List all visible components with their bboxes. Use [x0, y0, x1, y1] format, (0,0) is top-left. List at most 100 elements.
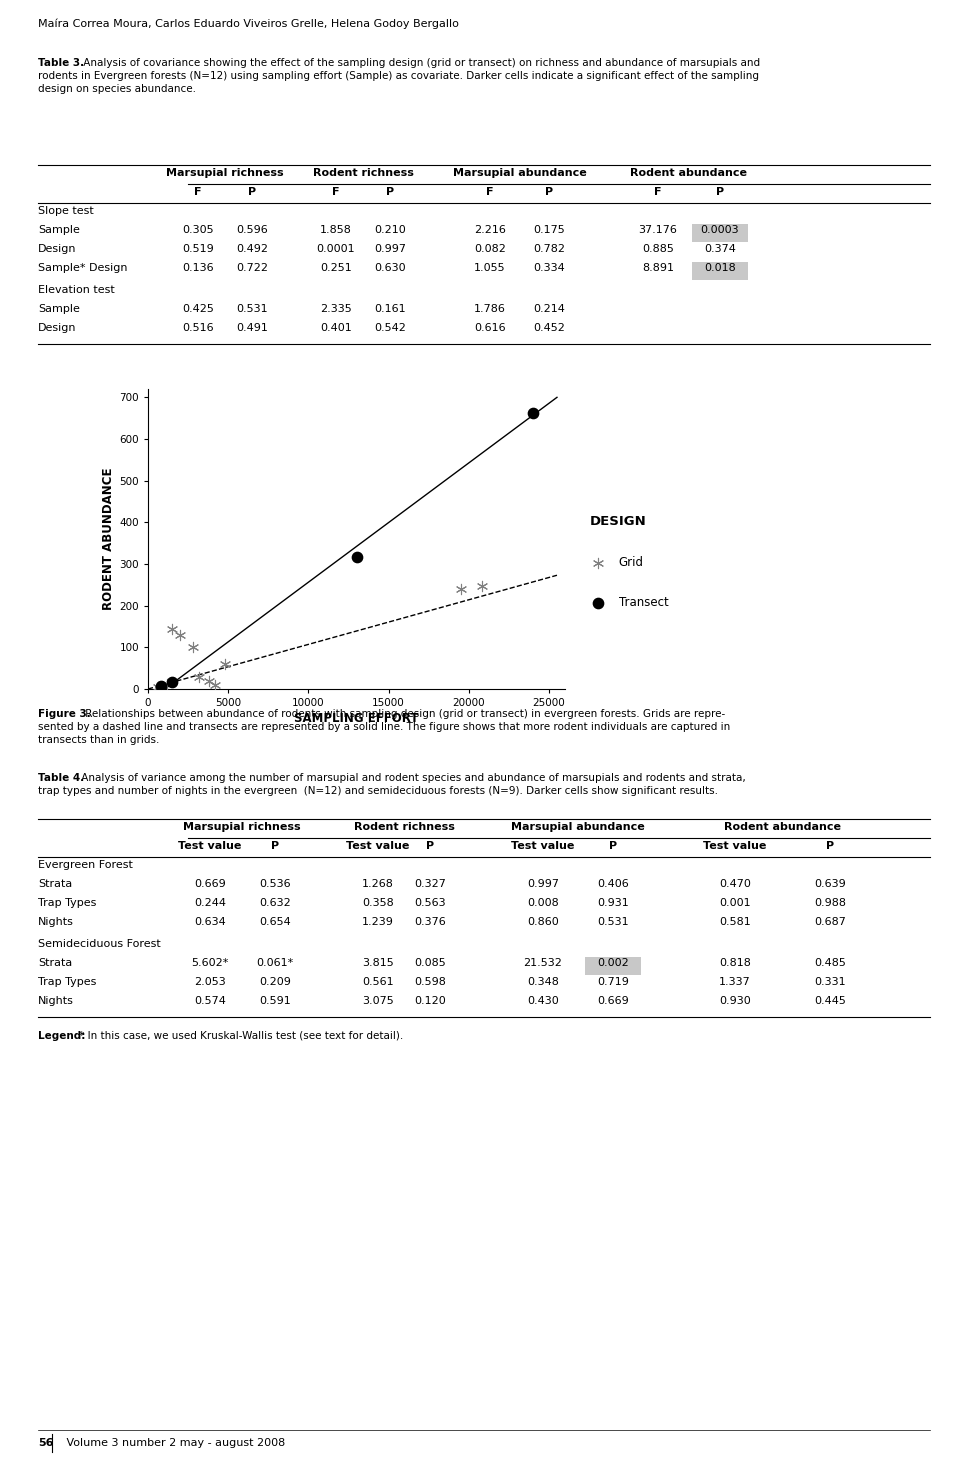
Text: 0.516: 0.516	[182, 323, 214, 333]
Text: 0.001: 0.001	[719, 898, 751, 908]
Text: transects than in grids.: transects than in grids.	[38, 736, 159, 744]
Text: Volume 3 number 2 may - august 2008: Volume 3 number 2 may - august 2008	[56, 1439, 285, 1447]
Text: 0.632: 0.632	[259, 898, 291, 908]
Text: 0.430: 0.430	[527, 996, 559, 1005]
Text: P: P	[248, 187, 256, 198]
Text: 3.075: 3.075	[362, 996, 394, 1005]
Text: P: P	[545, 187, 553, 198]
Text: Trap Types: Trap Types	[38, 977, 96, 988]
Text: 0.358: 0.358	[362, 898, 394, 908]
Text: DESIGN: DESIGN	[590, 514, 647, 528]
Point	[590, 551, 606, 575]
Text: design on species abundance.: design on species abundance.	[38, 84, 196, 94]
Text: 0.630: 0.630	[374, 262, 406, 273]
Text: 1.858: 1.858	[320, 226, 352, 234]
Text: * In this case, we used Kruskal-Wallis test (see text for detail).: * In this case, we used Kruskal-Wallis t…	[76, 1030, 403, 1041]
Text: F: F	[487, 187, 493, 198]
Text: Elevation test: Elevation test	[38, 284, 115, 295]
Text: 0.634: 0.634	[194, 917, 226, 927]
Text: F: F	[194, 187, 202, 198]
Text: 0.175: 0.175	[533, 226, 564, 234]
Text: Legend:: Legend:	[38, 1030, 85, 1041]
Text: Strata: Strata	[38, 879, 72, 889]
Text: Analysis of covariance showing the effect of the sampling design (grid or transe: Analysis of covariance showing the effec…	[80, 57, 760, 68]
Text: Design: Design	[38, 245, 77, 254]
Text: P: P	[826, 842, 834, 850]
Point	[192, 665, 207, 688]
Text: 0.305: 0.305	[182, 226, 214, 234]
Text: 0.002: 0.002	[597, 958, 629, 968]
FancyBboxPatch shape	[585, 957, 641, 974]
Text: 0.988: 0.988	[814, 898, 846, 908]
Text: Nights: Nights	[38, 996, 74, 1005]
Text: 0.591: 0.591	[259, 996, 291, 1005]
Text: Test value: Test value	[179, 842, 242, 850]
Text: 0.596: 0.596	[236, 226, 268, 234]
Text: Relationships between abundance of rodents with sampling design (grid or transec: Relationships between abundance of roden…	[82, 709, 725, 719]
FancyBboxPatch shape	[692, 262, 748, 280]
Text: Semideciduous Forest: Semideciduous Forest	[38, 939, 160, 949]
Text: 0.536: 0.536	[259, 879, 291, 889]
Text: 0.374: 0.374	[704, 245, 736, 254]
Text: Table 4.: Table 4.	[38, 772, 84, 783]
Text: 0.376: 0.376	[414, 917, 445, 927]
Text: Evergreen Forest: Evergreen Forest	[38, 859, 132, 870]
Text: Test value: Test value	[704, 842, 767, 850]
Text: P: P	[609, 842, 617, 850]
Text: 0.860: 0.860	[527, 917, 559, 927]
Text: 8.891: 8.891	[642, 262, 674, 273]
Text: 0.719: 0.719	[597, 977, 629, 988]
Text: 0.334: 0.334	[533, 262, 564, 273]
Point	[154, 674, 169, 697]
Text: 0.0001: 0.0001	[317, 245, 355, 254]
Text: 0.161: 0.161	[374, 304, 406, 314]
Text: Transect: Transect	[619, 595, 668, 609]
Text: 3.815: 3.815	[362, 958, 394, 968]
Text: Trap Types: Trap Types	[38, 898, 96, 908]
Point	[164, 669, 180, 693]
Text: trap types and number of nights in the evergreen  (N=12) and semideciduous fores: trap types and number of nights in the e…	[38, 786, 718, 796]
Text: 0.251: 0.251	[320, 262, 352, 273]
Text: P: P	[271, 842, 279, 850]
Text: 0.445: 0.445	[814, 996, 846, 1005]
Text: 0.120: 0.120	[414, 996, 445, 1005]
Text: 21.532: 21.532	[523, 958, 563, 968]
Text: 0.997: 0.997	[374, 245, 406, 254]
Text: 0.485: 0.485	[814, 958, 846, 968]
Text: 0.687: 0.687	[814, 917, 846, 927]
Text: rodents in Evergreen forests (N=12) using sampling effort (Sample) as covariate.: rodents in Evergreen forests (N=12) usin…	[38, 71, 759, 81]
Text: 1.239: 1.239	[362, 917, 394, 927]
Text: 0.209: 0.209	[259, 977, 291, 988]
Text: 0.331: 0.331	[814, 977, 846, 988]
Text: 0.782: 0.782	[533, 245, 565, 254]
Text: 0.136: 0.136	[182, 262, 214, 273]
Text: 0.669: 0.669	[194, 879, 226, 889]
Point	[474, 573, 490, 597]
Text: 0.531: 0.531	[597, 917, 629, 927]
Text: Test value: Test value	[512, 842, 575, 850]
Text: 0.930: 0.930	[719, 996, 751, 1005]
Text: 0.008: 0.008	[527, 898, 559, 908]
Text: 0.542: 0.542	[374, 323, 406, 333]
Text: Marsupial abundance: Marsupial abundance	[453, 168, 587, 178]
Text: F: F	[332, 187, 340, 198]
Text: 0.616: 0.616	[474, 323, 506, 333]
Text: 1.786: 1.786	[474, 304, 506, 314]
Text: Figure 3.: Figure 3.	[38, 709, 91, 719]
Text: Grid: Grid	[619, 557, 644, 569]
Text: Sample* Design: Sample* Design	[38, 262, 128, 273]
Text: 0.348: 0.348	[527, 977, 559, 988]
Text: 0.654: 0.654	[259, 917, 291, 927]
Point	[525, 401, 540, 425]
Text: sented by a dashed line and transects are represented by a solid line. The figur: sented by a dashed line and transects ar…	[38, 722, 731, 733]
Text: 0.401: 0.401	[320, 323, 352, 333]
Text: Maíra Correa Moura, Carlos Eduardo Viveiros Grelle, Helena Godoy Bergallo: Maíra Correa Moura, Carlos Eduardo Vivei…	[38, 18, 459, 28]
Text: Rodent abundance: Rodent abundance	[631, 168, 748, 178]
Text: Test value: Test value	[347, 842, 410, 850]
Text: 0.885: 0.885	[642, 245, 674, 254]
Text: 0.214: 0.214	[533, 304, 564, 314]
Text: P: P	[426, 842, 434, 850]
Text: 0.425: 0.425	[182, 304, 214, 314]
Text: 1.268: 1.268	[362, 879, 394, 889]
Text: P: P	[386, 187, 394, 198]
